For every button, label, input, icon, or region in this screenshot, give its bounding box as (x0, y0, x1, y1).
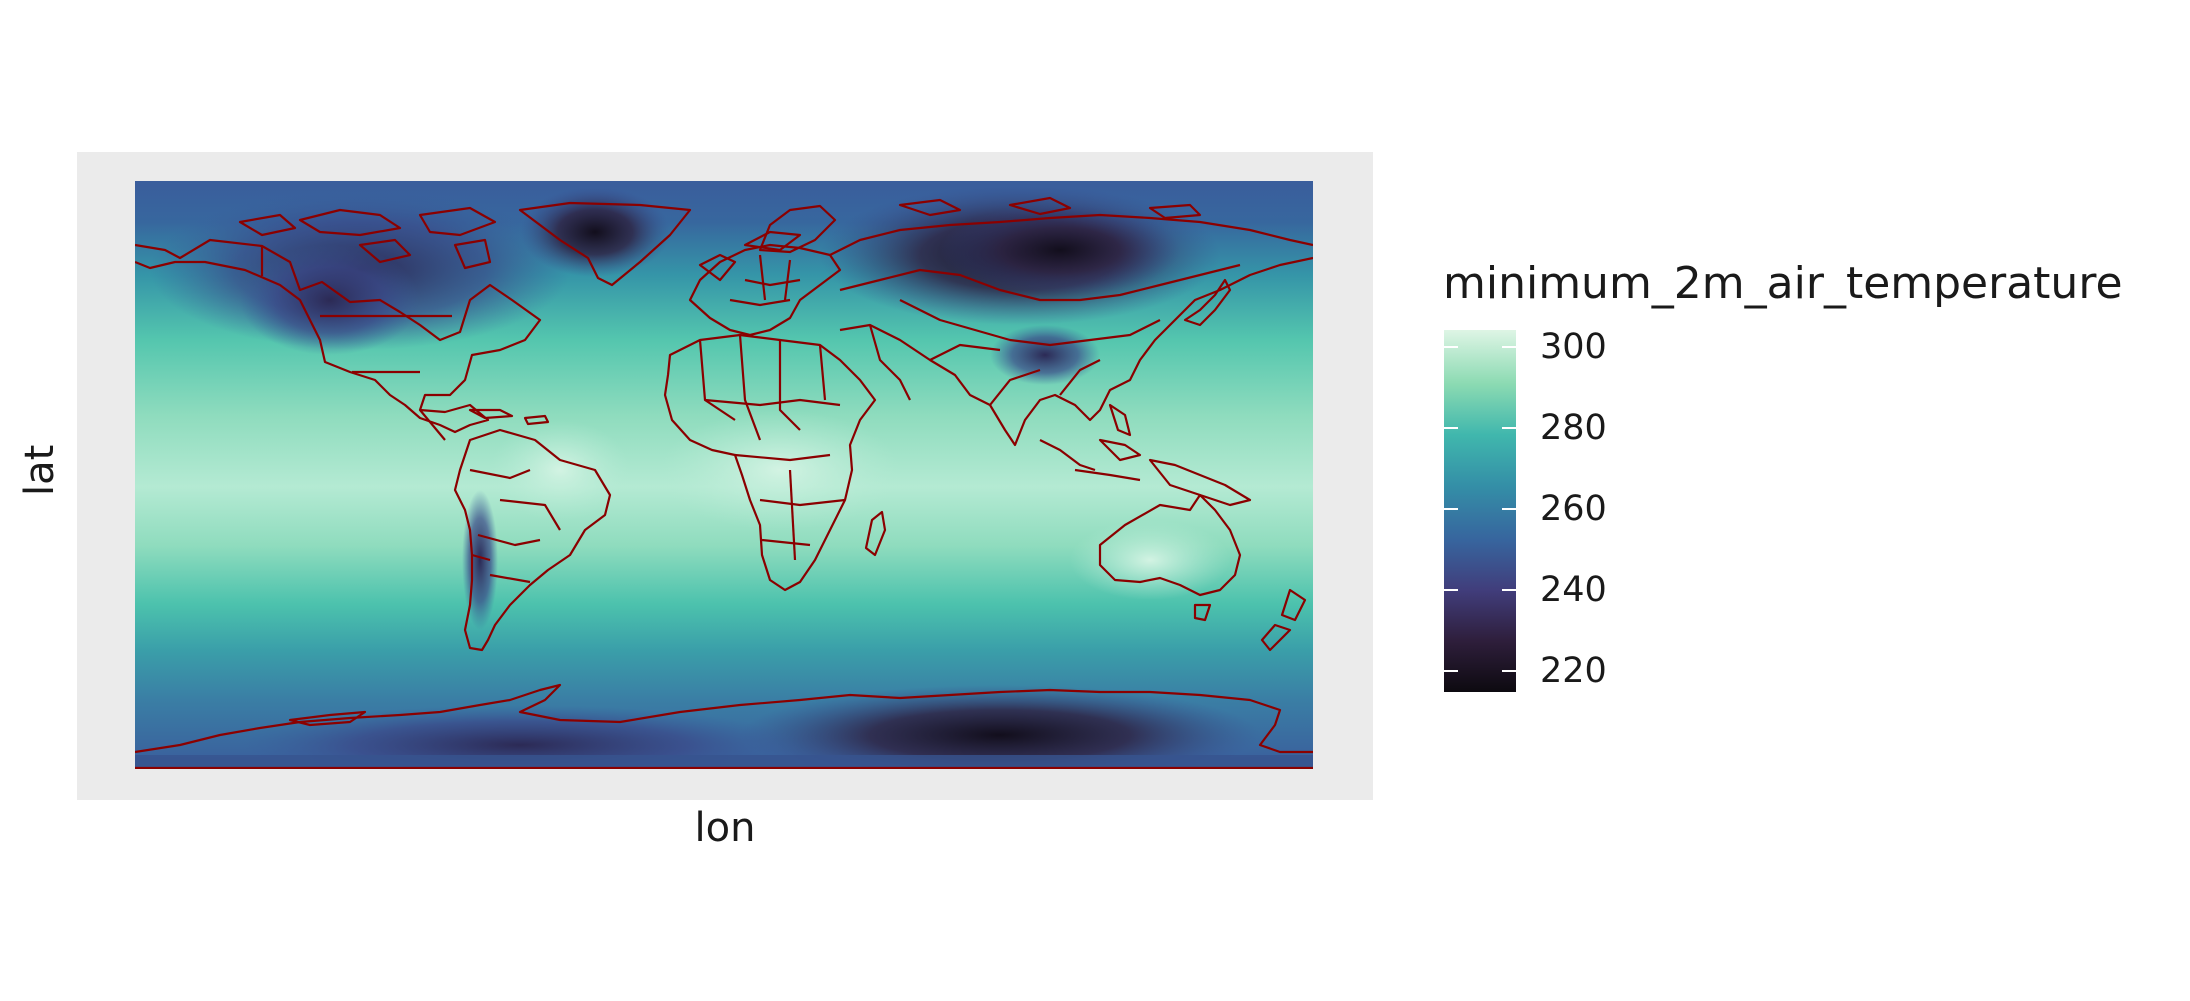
legend-label-260: 260 (1540, 489, 1607, 529)
legend-label-280: 280 (1540, 408, 1607, 448)
legend-title: minimum_2m_air_temperature (1443, 258, 2123, 309)
legend-label-240: 240 (1540, 570, 1607, 610)
legend-label-300: 300 (1540, 327, 1607, 367)
y-axis-label: lat (17, 444, 63, 496)
temperature-raster (135, 181, 1313, 769)
x-axis-label: lon (694, 805, 756, 851)
legend-tick-marks (1444, 346, 1516, 672)
legend-colorbar (1444, 330, 1516, 692)
country-borders (135, 196, 1313, 769)
legend-label-220: 220 (1540, 651, 1607, 691)
